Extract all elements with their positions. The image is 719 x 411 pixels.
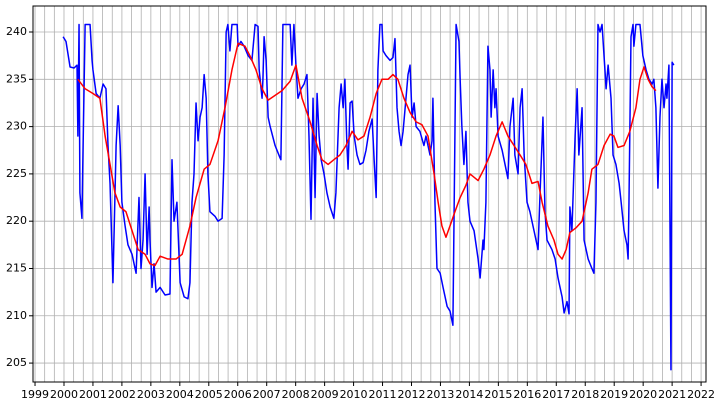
- x-tick-label: 2017: [542, 388, 570, 401]
- x-tick-label: 2012: [397, 388, 425, 401]
- x-tick-label: 2020: [629, 388, 657, 401]
- x-tick-label: 2022: [687, 388, 715, 401]
- x-tick-label: 2006: [224, 388, 252, 401]
- y-tick-label: 230: [6, 120, 27, 133]
- x-tick-label: 2001: [79, 388, 107, 401]
- x-tick-label: 2018: [571, 388, 599, 401]
- x-tick-label: 2015: [484, 388, 512, 401]
- x-tick-label: 2008: [282, 388, 310, 401]
- x-tick-label: 2010: [340, 388, 368, 401]
- grid: [33, 6, 706, 382]
- plot-area: [62, 23, 675, 371]
- x-tick-label: 2016: [513, 388, 541, 401]
- x-tick-label: 2021: [658, 388, 686, 401]
- x-tick-label: 2003: [137, 388, 165, 401]
- y-tick-label: 215: [6, 261, 27, 274]
- x-tick-label: 2019: [600, 388, 628, 401]
- x-tick-label: 2004: [166, 388, 194, 401]
- x-tick-label: 2013: [426, 388, 454, 401]
- series-line: [62, 23, 675, 371]
- y-tick-label: 225: [6, 167, 27, 180]
- x-tick-label: 2011: [369, 388, 397, 401]
- y-tick-label: 210: [6, 309, 27, 322]
- x-tick-label: 2000: [50, 388, 78, 401]
- x-tick-label: 2007: [253, 388, 281, 401]
- x-tick-label: 2002: [108, 388, 136, 401]
- axes: 205 210 215 220 225 230 235 240 1999 2000 2001 2002…: [6, 25, 715, 401]
- y-tick-label: 235: [6, 72, 27, 85]
- axes-frame: [32, 5, 707, 383]
- series-line: [77, 42, 657, 267]
- y-tick-label: 240: [6, 25, 27, 38]
- y-tick-label: 220: [6, 214, 27, 227]
- y-tick-label: 205: [6, 356, 27, 369]
- x-tick-label: 2009: [311, 388, 339, 401]
- x-tick-label: 2014: [455, 388, 483, 401]
- x-tick-label: 1999: [21, 388, 49, 401]
- x-tick-label: 2005: [195, 388, 223, 401]
